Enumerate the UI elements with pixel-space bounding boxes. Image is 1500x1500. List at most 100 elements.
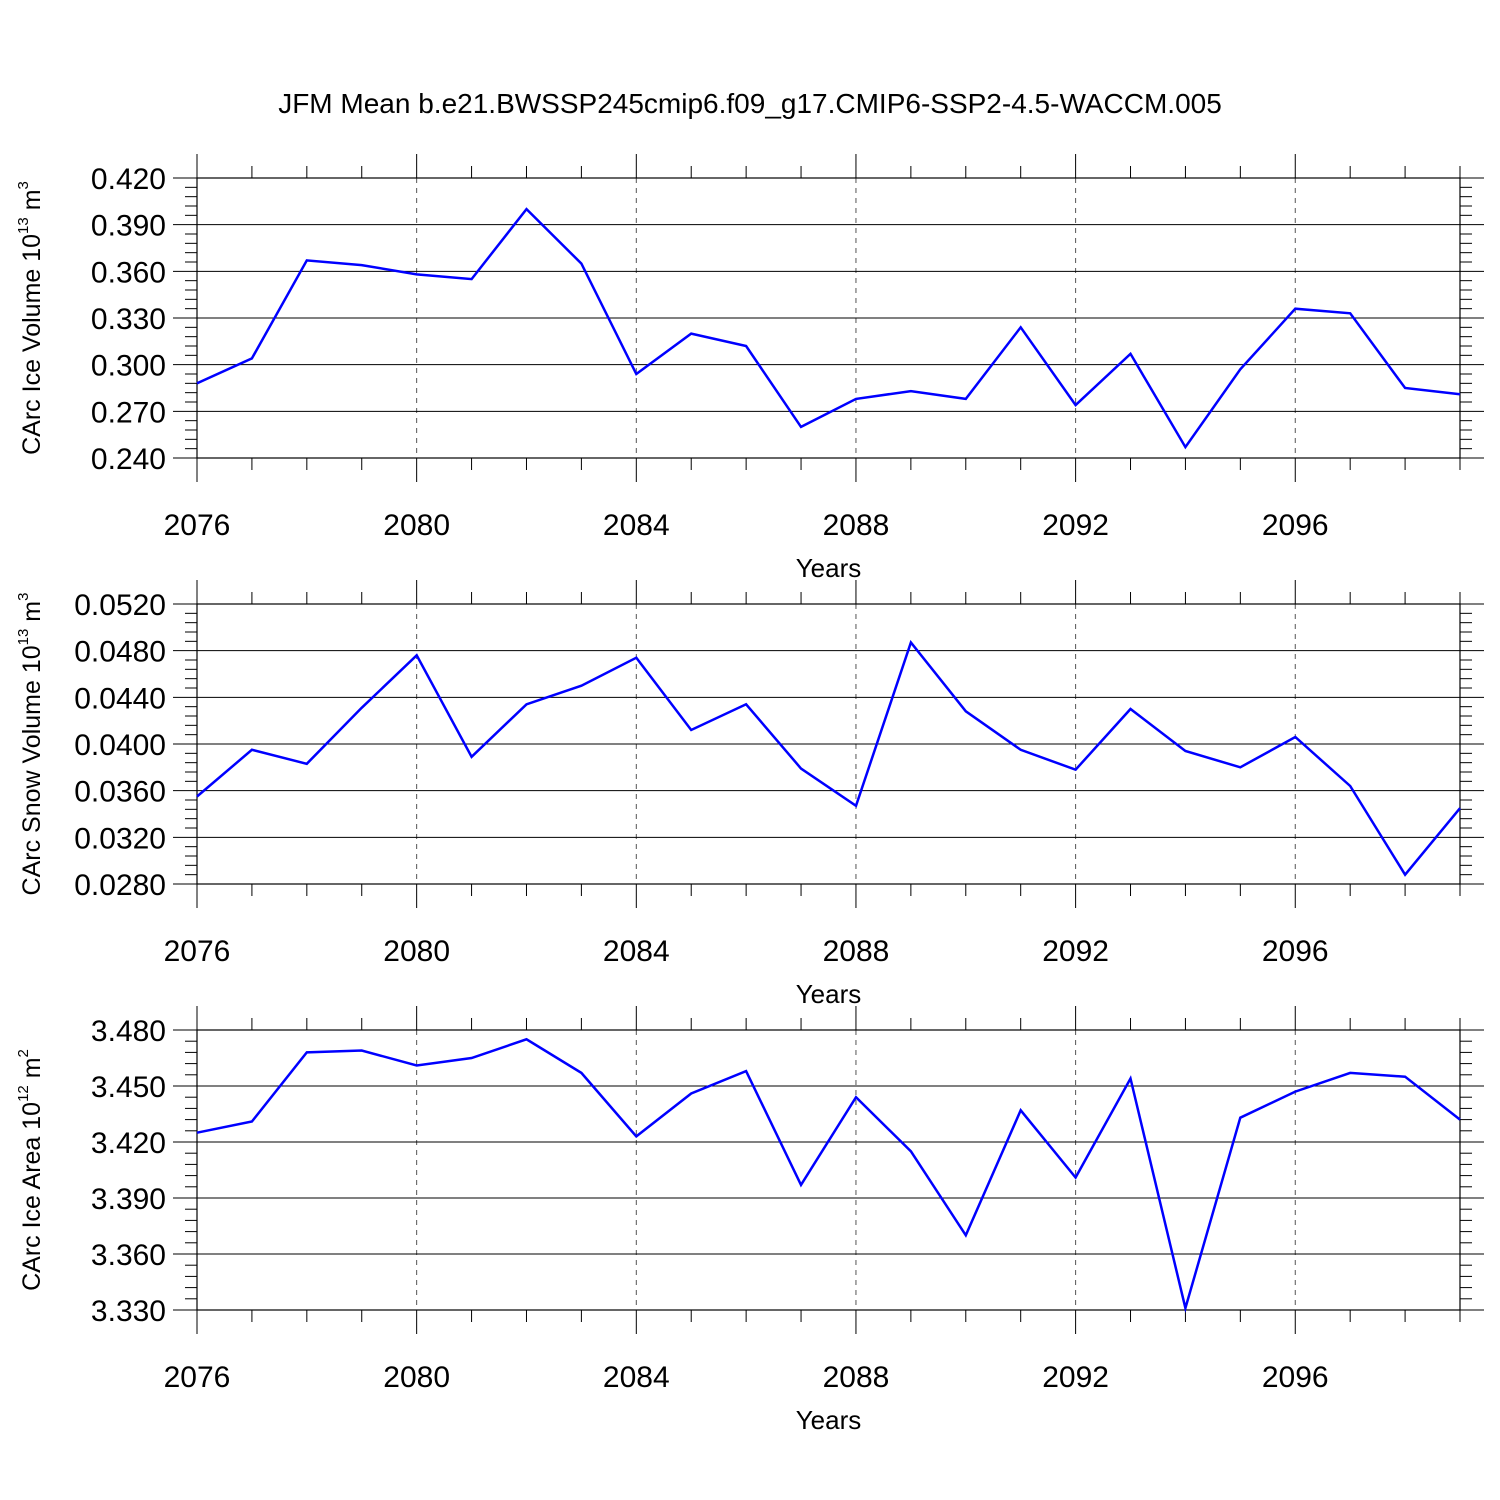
data-point: [251, 1120, 253, 1122]
x-tick-label: 2080: [383, 935, 450, 968]
y-tick-label: 3.360: [91, 1239, 166, 1272]
x-tick-label: 2080: [383, 1361, 450, 1394]
data-point: [965, 1234, 967, 1236]
data-point: [1459, 807, 1461, 809]
data-point: [745, 1070, 747, 1072]
y-tick-label: 3.450: [91, 1071, 166, 1104]
data-point: [1239, 766, 1241, 768]
data-point: [525, 703, 527, 705]
y-tick-label: 0.420: [91, 163, 166, 196]
data-point: [1184, 750, 1186, 752]
data-point: [1130, 708, 1132, 710]
data-point: [745, 345, 747, 347]
y-tick-label: 0.270: [91, 396, 166, 429]
data-point: [1349, 312, 1351, 314]
data-point: [196, 382, 198, 384]
y-tick-label: 0.330: [91, 303, 166, 336]
data-point: [416, 273, 418, 275]
y-tick-label: 0.0360: [74, 776, 166, 809]
data-point: [1020, 326, 1022, 328]
data-point: [1294, 736, 1296, 738]
data-point: [306, 1051, 308, 1053]
data-point: [580, 685, 582, 687]
data-point: [1075, 1176, 1077, 1178]
data-point: [910, 390, 912, 392]
y-tick-label: 0.360: [91, 256, 166, 289]
y-tick-label: 0.0400: [74, 729, 166, 762]
data-point: [306, 259, 308, 261]
data-point: [800, 1184, 802, 1186]
data-point: [580, 263, 582, 265]
data-point: [251, 749, 253, 751]
data-point: [800, 426, 802, 428]
data-point: [196, 1132, 198, 1134]
data-point: [635, 373, 637, 375]
data-point: [416, 1064, 418, 1066]
data-point: [1130, 1078, 1132, 1080]
y-tick-label: 0.0320: [74, 822, 166, 855]
data-point: [855, 805, 857, 807]
data-point: [525, 208, 527, 210]
x-tick-label: 2076: [164, 935, 231, 968]
x-axis-label: Years: [796, 1405, 862, 1435]
data-point: [910, 642, 912, 644]
data-point: [1184, 1307, 1186, 1309]
y-tick-label: 0.0280: [74, 869, 166, 902]
data-point: [1349, 785, 1351, 787]
y-tick-label: 3.390: [91, 1183, 166, 1216]
x-tick-label: 2080: [383, 509, 450, 542]
data-point: [1294, 1091, 1296, 1093]
series-line: [196, 207, 1461, 450]
data-point: [1020, 749, 1022, 751]
x-tick-label: 2076: [164, 509, 231, 542]
data-point: [471, 1057, 473, 1059]
x-tick-label: 2088: [823, 935, 890, 968]
data-point: [690, 1092, 692, 1094]
data-point: [416, 654, 418, 656]
data-point: [580, 1072, 582, 1074]
data-point: [1075, 769, 1077, 771]
x-tick-label: 2092: [1042, 935, 1109, 968]
y-tick-label: 0.300: [91, 350, 166, 383]
data-point: [1020, 1109, 1022, 1111]
data-point: [965, 398, 967, 400]
chart-panel-2: 2076 2080 2084 2088 2092 2096 Years 0.0280 0.032…: [15, 580, 1484, 1009]
figure-title: JFM Mean b.e21.BWSSP245cmip6.f09_g17.CMI…: [278, 88, 1222, 119]
data-point: [690, 729, 692, 731]
x-tick-label: 2092: [1042, 1361, 1109, 1394]
data-point: [1404, 874, 1406, 876]
series-line: [196, 639, 1461, 877]
y-tick-label: 0.0480: [74, 636, 166, 669]
data-point: [361, 1050, 363, 1052]
data-point: [635, 1135, 637, 1137]
y-tick-label: 0.240: [91, 443, 166, 476]
y-tick-label: 3.480: [91, 1015, 166, 1048]
data-point: [635, 657, 637, 659]
x-tick-label: 2084: [603, 1361, 670, 1394]
x-axis-label: Years: [796, 553, 862, 583]
data-point: [800, 768, 802, 770]
x-tick-label: 2084: [603, 509, 670, 542]
data-point: [361, 264, 363, 266]
x-tick-label: 2088: [823, 509, 890, 542]
data-point: [690, 333, 692, 335]
data-point: [1404, 1076, 1406, 1078]
y-axis-label: CArc Snow Volume 1013 m3: [15, 593, 46, 896]
data-point: [965, 710, 967, 712]
y-tick-label: 0.0440: [74, 682, 166, 715]
data-point: [306, 763, 308, 765]
y-axis-label: CArc Ice Area 1012 m2: [15, 1049, 46, 1291]
x-tick-label: 2092: [1042, 509, 1109, 542]
data-point: [471, 278, 473, 280]
x-tick-label: 2096: [1262, 1361, 1329, 1394]
data-point: [1294, 308, 1296, 310]
data-point: [1349, 1072, 1351, 1074]
data-point: [196, 796, 198, 798]
y-tick-label: 0.0520: [74, 589, 166, 622]
x-tick-label: 2096: [1262, 509, 1329, 542]
data-point: [361, 707, 363, 709]
data-point: [471, 756, 473, 758]
data-point: [1184, 446, 1186, 448]
y-tick-label: 0.390: [91, 210, 166, 243]
data-point: [910, 1150, 912, 1152]
